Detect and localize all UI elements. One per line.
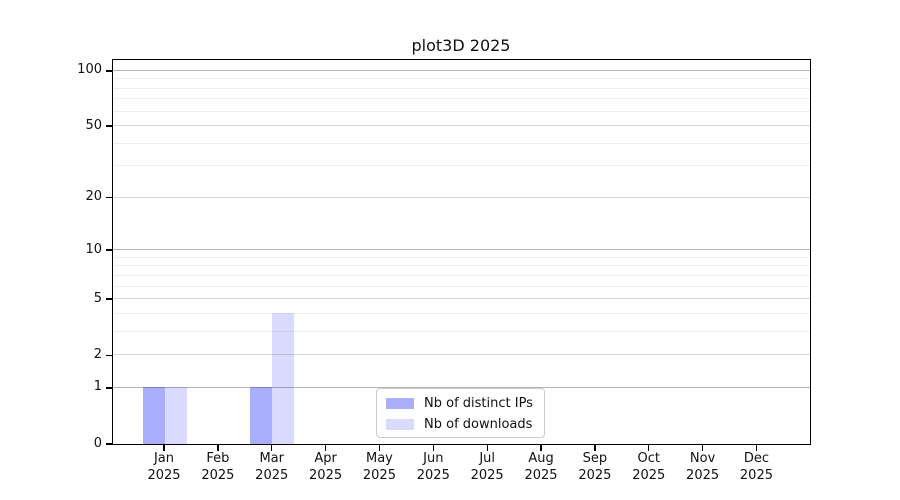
legend-row-downloads: Nb of downloads [386,414,544,435]
x-tick-jan [163,444,165,451]
year-label: 2025 [739,467,773,483]
gridline-3 [112,330,810,332]
x-tick-feb [217,444,219,451]
gridline-7 [112,274,810,276]
month-label: Nov [689,451,716,466]
plot-area [111,58,811,445]
year-label: 2025 [201,467,235,483]
y-tick-5 [106,298,113,300]
year-label: 2025 [686,467,720,483]
x-tick-label-mar: Mar 2025 [240,451,304,484]
legend-swatch-downloads [386,419,414,430]
gridline-9 [112,256,810,258]
year-label: 2025 [470,467,504,483]
gridline-50 [112,125,810,127]
year-label: 2025 [362,467,396,483]
month-label: Feb [206,451,230,466]
gridline-2 [112,354,810,356]
month-label: Jul [479,451,495,466]
year-label: 2025 [255,467,289,483]
x-tick-oct [648,444,650,451]
gridline-5 [112,298,810,300]
y-tick-label-2: 2 [93,346,102,362]
x-tick-label-sep: Sep 2025 [563,451,627,484]
bar-jan-downloads [164,387,187,444]
month-label: Oct [637,451,660,466]
legend-label-distinct-ips: Nb of distinct IPs [424,396,533,411]
y-tick-20 [106,197,113,199]
month-label: Aug [528,451,554,466]
gridline-4 [112,312,810,314]
year-label: 2025 [309,467,343,483]
month-label: Jun [423,451,444,466]
legend-swatch-distinct-ips [386,398,414,409]
bar-mar-ips [250,387,273,444]
month-label: Jan [153,451,175,466]
x-tick-nov [701,444,704,451]
x-tick-label-feb: Feb 2025 [186,451,250,484]
x-tick-aug [540,444,542,451]
bar-jan-ips [142,387,165,444]
x-tick-label-dec: Dec 2025 [724,451,788,484]
gridline-1 [112,386,810,388]
y-tick-label-5: 5 [93,290,102,306]
gridline-20 [112,196,810,198]
y-tick-1 [106,387,113,389]
y-tick-label-100: 100 [77,62,102,78]
x-tick-jun [432,444,434,451]
x-tick-label-jan: Jan 2025 [132,451,196,484]
gridline-60 [112,110,810,112]
x-tick-mar [271,444,273,451]
y-tick-2 [106,354,113,356]
x-tick-sep [594,444,596,451]
legend-row-distinct-ips: Nb of distinct IPs [386,393,544,414]
legend-label-downloads: Nb of downloads [424,417,533,432]
year-label: 2025 [147,467,181,483]
month-label: Sep [582,451,608,466]
x-tick-label-aug: Aug 2025 [509,451,573,484]
x-tick-label-oct: Oct 2025 [617,451,681,484]
y-tick-label-10: 10 [85,241,102,257]
legend: Nb of distinct IPs Nb of downloads [376,388,545,438]
year-label: 2025 [416,467,450,483]
x-tick-label-jun: Jun 2025 [401,451,465,484]
y-tick-50 [106,125,113,127]
year-label: 2025 [632,467,666,483]
x-tick-may [378,444,381,451]
year-label: 2025 [524,467,558,483]
month-label: Dec [743,451,770,466]
gridline-100 [112,69,810,71]
month-label: Apr [314,451,337,466]
gridline-90 [112,78,810,80]
y-tick-label-50: 50 [85,117,102,133]
year-label: 2025 [578,467,612,483]
chart-title: plot3D 2025 [411,36,511,55]
month-label: Mar [259,451,284,466]
gridline-80 [112,87,810,89]
x-tick-label-nov: Nov 2025 [671,451,735,484]
y-tick-label-0: 0 [93,435,102,451]
y-tick-label-20: 20 [85,189,102,205]
x-tick-label-jul: Jul 2025 [455,451,519,484]
y-tick-100 [106,70,113,72]
gridline-40 [112,142,810,144]
y-tick-label-1: 1 [93,379,102,395]
y-tick-0 [106,443,113,445]
x-tick-jul [486,444,488,451]
month-label: May [365,451,393,466]
x-tick-dec [755,444,758,451]
gridline-6 [112,285,810,287]
gridline-10 [112,249,810,251]
gridline-8 [112,265,810,267]
y-tick-10 [106,249,113,251]
gridline-70 [112,98,810,100]
x-tick-label-may: May 2025 [347,451,411,484]
x-tick-apr [324,444,327,451]
bar-mar-downloads [272,313,295,444]
gridline-30 [112,165,810,167]
x-tick-label-apr: Apr 2025 [294,451,358,484]
